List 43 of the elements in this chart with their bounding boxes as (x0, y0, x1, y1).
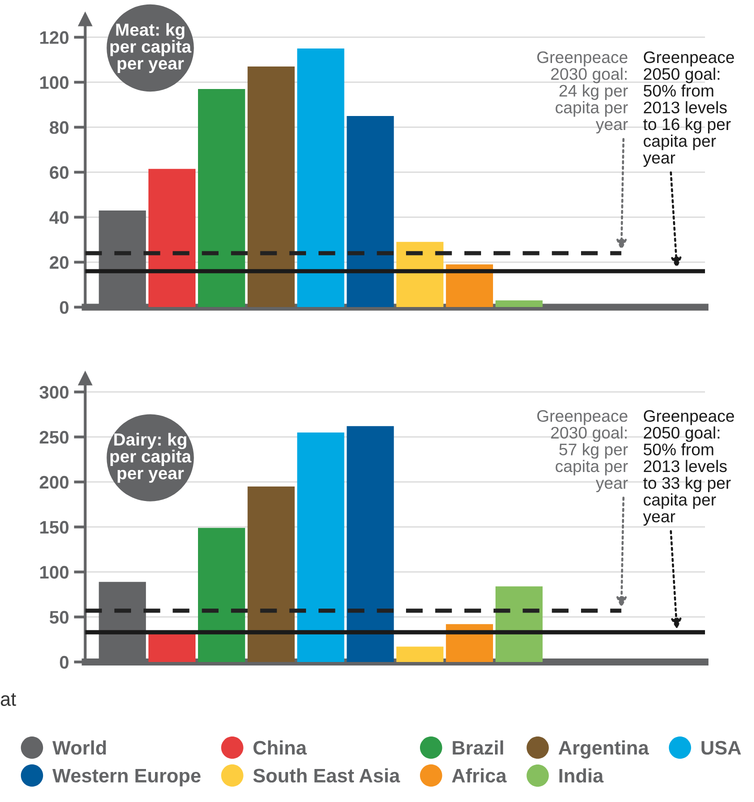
y-tick-label: 20 (50, 256, 68, 269)
y-tick-label: 100 (40, 566, 68, 579)
bar (346, 116, 394, 308)
bar (248, 486, 295, 662)
legend-label: South East Asia (253, 768, 400, 783)
text: Dairy: kg per capita per year (110, 432, 192, 483)
text: at (0, 693, 16, 706)
ref-line-label: Greenpeace 2050 goal: 50% from 2013 levels to 33 kg per capita per year (643, 410, 734, 526)
y-tick-label: 50 (50, 610, 68, 624)
y-tick-label: 300 (40, 386, 68, 399)
bar (496, 586, 543, 662)
legend-label: China (253, 740, 307, 755)
bar (248, 66, 295, 308)
bar (396, 646, 444, 662)
ref-line-label: Greenpeace 2050 goal: 50% from 2013 levels to 16 kg per capita per year (643, 51, 734, 167)
bar (496, 300, 543, 308)
y-tick-label: 200 (40, 476, 68, 489)
legend-label: Argentina (558, 740, 650, 759)
y-tick-label: 40 (49, 211, 68, 224)
y-tick-label: 60 (50, 166, 68, 179)
ref-line-label: Greenpeace 2030 goal: 24 kg per capita per year (537, 51, 628, 134)
legend-label: India (559, 768, 604, 783)
bar (297, 432, 344, 662)
legend-label: Brazil (452, 740, 504, 755)
legend-label: USA (702, 740, 741, 755)
y-tick-label: 0 (60, 656, 68, 669)
bar (297, 48, 344, 308)
y-tick-label: 120 (40, 31, 68, 44)
y-tick-label: 0 (60, 301, 68, 314)
bar (346, 426, 394, 662)
bar (148, 168, 196, 308)
legend-label: World (52, 740, 106, 755)
legend-label: Africa (452, 768, 507, 783)
y-tick-label: 100 (40, 76, 68, 89)
y-tick-label: 150 (40, 520, 68, 534)
text: Meat: kg per capita per year (110, 23, 192, 73)
legend-label: Western Europe (52, 768, 200, 786)
bar (198, 88, 246, 308)
ref-line-label: Greenpeace 2030 goal: 57 kg per capita per year (537, 410, 628, 492)
bar (148, 633, 196, 662)
bar (198, 528, 246, 662)
y-tick-label: 80 (50, 121, 68, 134)
y-tick-label: 250 (40, 430, 68, 444)
